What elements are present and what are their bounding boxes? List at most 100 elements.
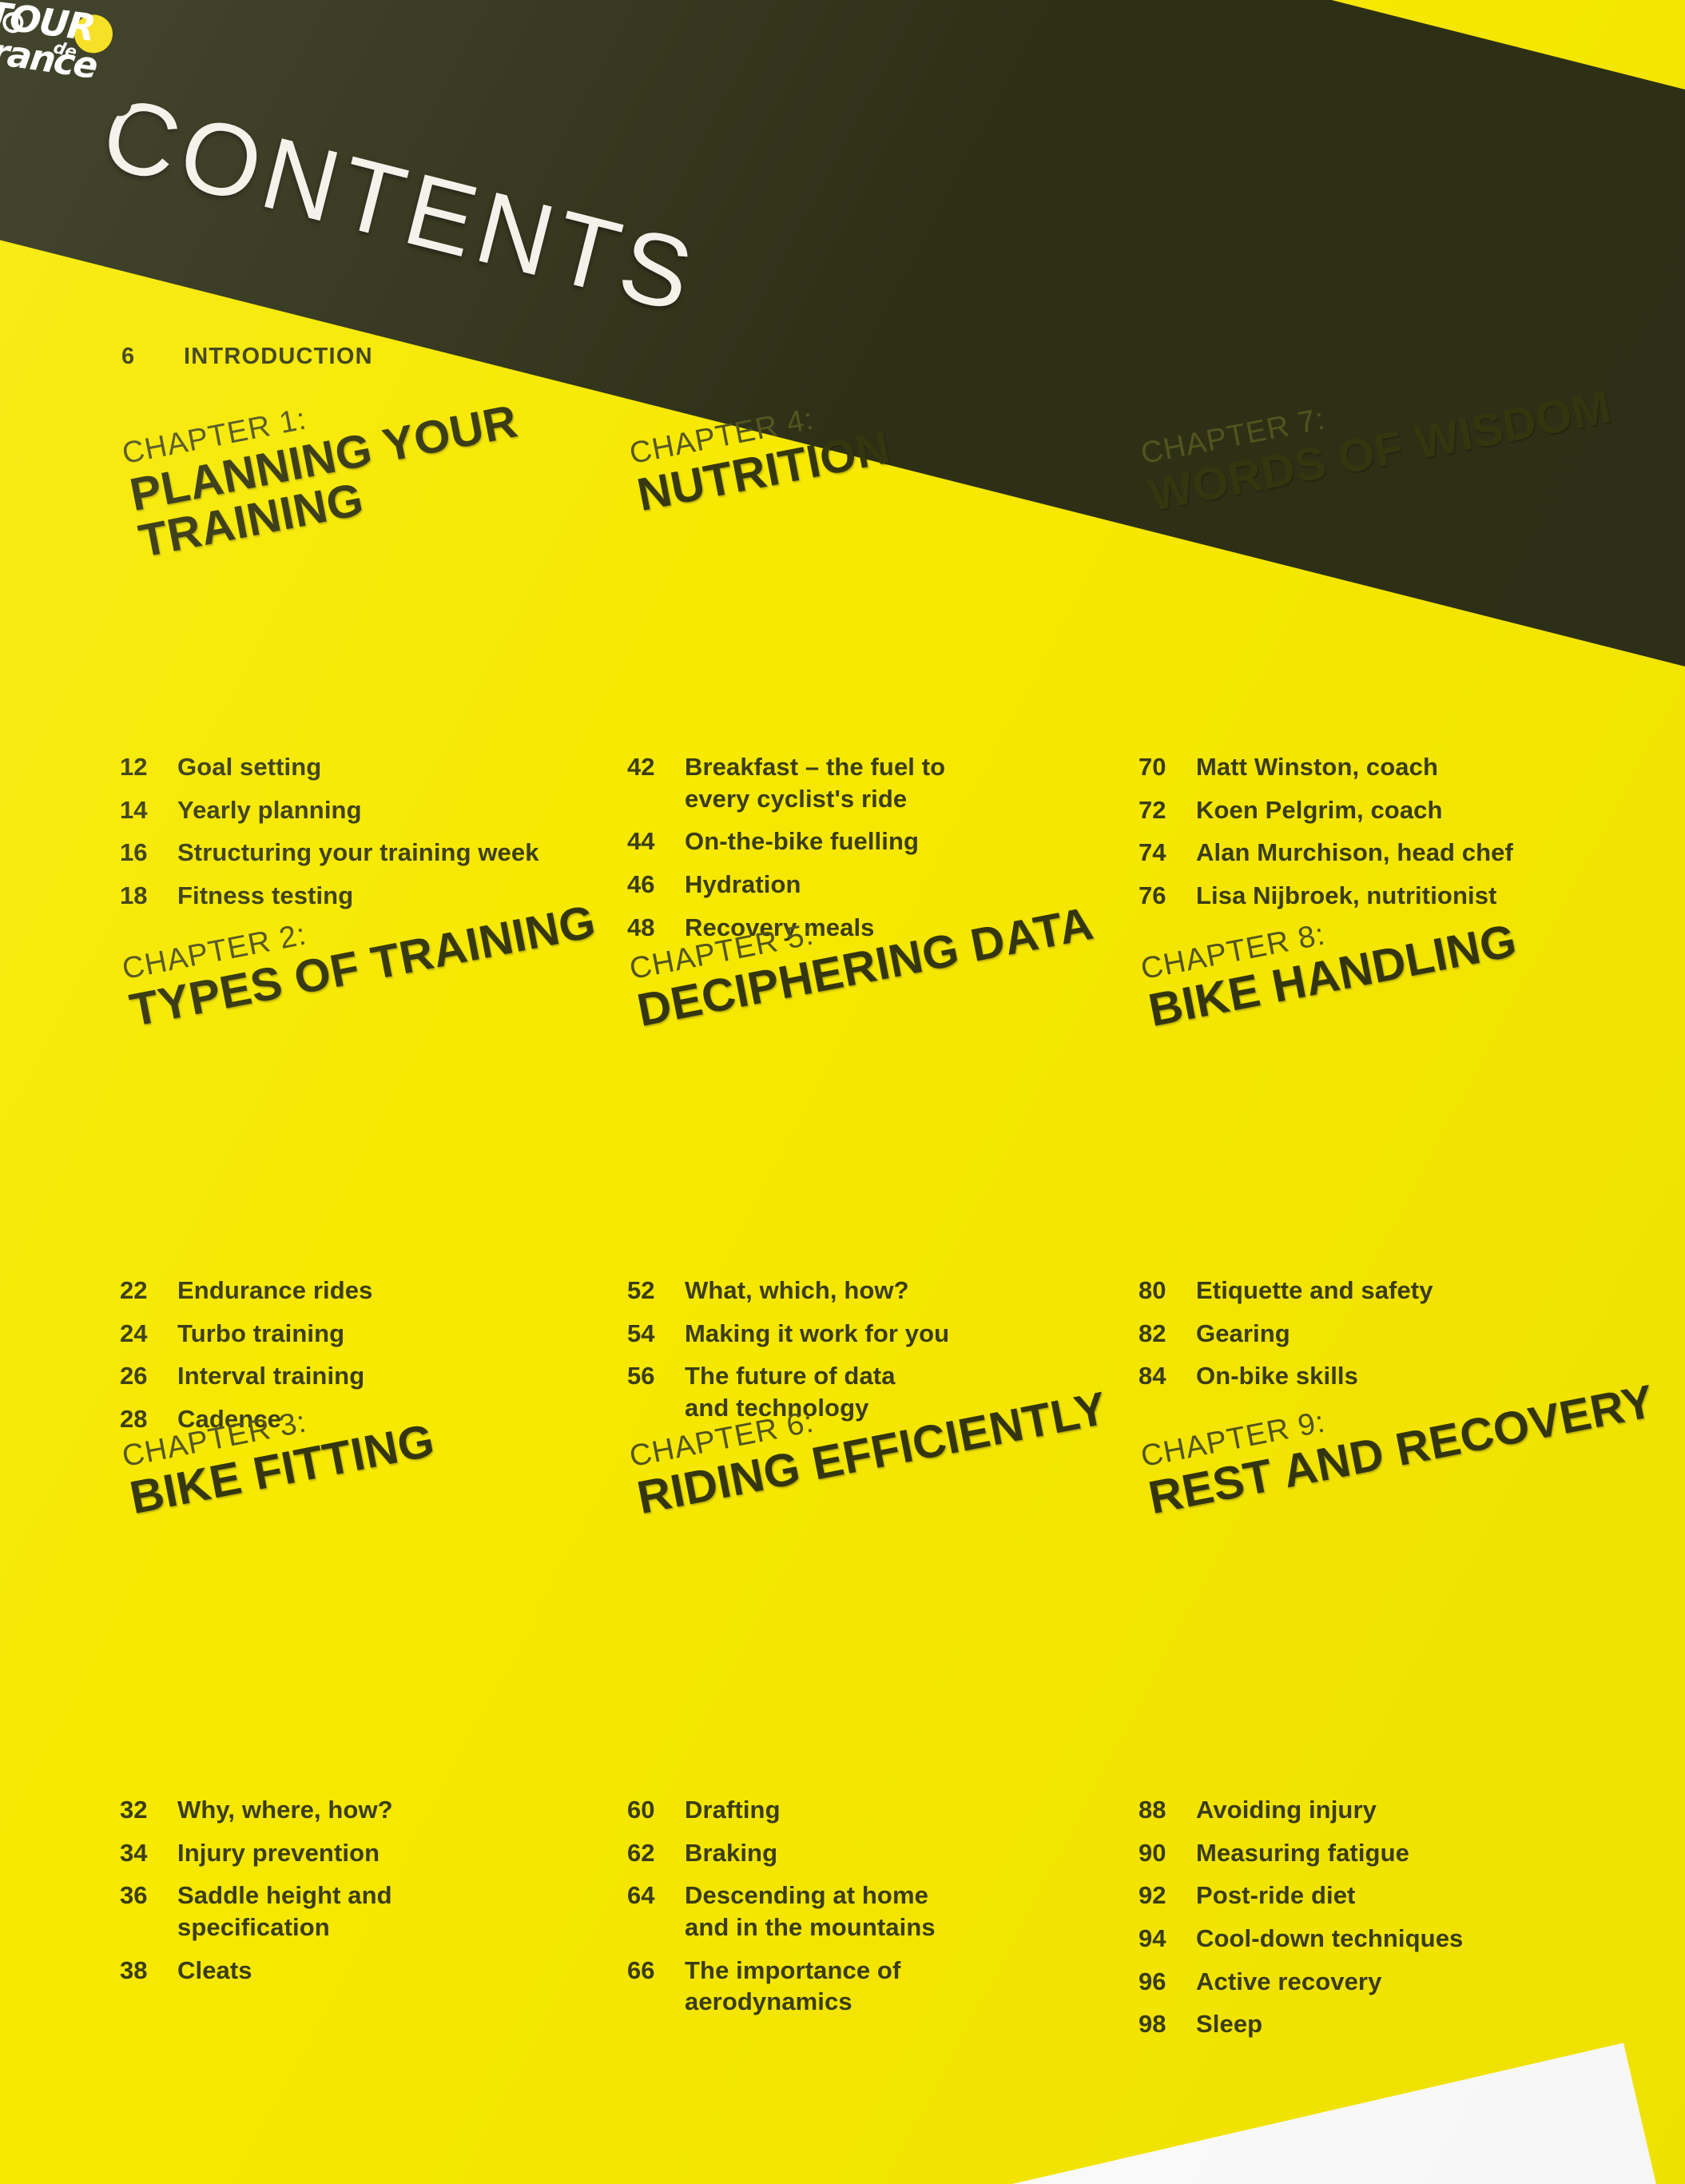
chapter-block: CHAPTER 4: NUTRITION 42 Breakfast – the fue… (627, 402, 1154, 941)
entry-page-number: 34 (120, 1838, 148, 1867)
toc-entry[interactable]: 28 Cadence (120, 1403, 679, 1435)
toc-entry[interactable]: 94 Cool-down techniques (1139, 1923, 1685, 1955)
toc-entry[interactable]: 74 Alan Murchison, head chef (1139, 837, 1685, 869)
entry-page-number: 38 (120, 1955, 148, 1984)
toc-entry[interactable]: 56 The future of data and technology (627, 1360, 1186, 1423)
toc-entry[interactable]: 70 Matt Winston, coach (1139, 751, 1685, 783)
toc-entry[interactable]: 46 Hydration (627, 869, 1186, 901)
entry-page-number: 26 (120, 1362, 148, 1390)
entry-title-line: The importance of (685, 1955, 901, 1984)
toc-entry[interactable]: 54 Making it work for you (627, 1318, 1186, 1350)
toc-entry[interactable]: 32 Why, where, how? (120, 1794, 679, 1826)
entry-title: The importance of aerodynamics (685, 1955, 900, 2018)
toc-entry[interactable]: 60 Drafting (627, 1794, 1186, 1826)
toc-entry[interactable]: 90 Measuring fatigue (1139, 1837, 1685, 1869)
toc-entry[interactable]: 38 Cleats (120, 1955, 679, 1987)
entry-page-number: 42 (627, 753, 655, 781)
toc-entry[interactable]: 98 Sleep (1139, 2008, 1685, 2040)
chapter-heading: CHAPTER 5: DECIPHERING DATA (627, 897, 1154, 1099)
toc-entry[interactable]: 64 Descending at home and in the mountains (627, 1880, 1186, 1943)
toc-entry[interactable]: 72 Koen Pelgrim, coach (1139, 794, 1685, 826)
toc-entry[interactable]: 62 Braking (627, 1837, 1186, 1869)
entry-title: Interval training (177, 1360, 364, 1392)
entry-title-line: Endurance rides (177, 1276, 373, 1304)
entry-page-number: 66 (627, 1955, 655, 1984)
entry-title: Matt Winston, coach (1196, 751, 1438, 783)
toc-entry[interactable]: 96 Active recovery (1139, 1966, 1685, 1998)
toc-entry[interactable]: 88 Avoiding injury (1139, 1794, 1685, 1826)
entry-title: Active recovery (1196, 1966, 1381, 1998)
toc-entry[interactable]: 80 Etiquette and safety (1139, 1275, 1685, 1307)
toc-entry[interactable]: 76 Lisa Nijbroek, nutritionist (1139, 880, 1685, 912)
entry-page-number: 52 (627, 1276, 655, 1304)
entry-title: Saddle height and specification (177, 1880, 392, 1943)
entry-title-line: Cadence (177, 1405, 281, 1434)
toc-entry[interactable]: 84 On-bike skills (1139, 1360, 1685, 1392)
chapter-heading: CHAPTER 7: WORDS OF WISDOM (1139, 380, 1666, 583)
toc-entry[interactable]: 12 Goal setting (120, 751, 679, 783)
toc-entry[interactable]: 44 On-the-bike fuelling (627, 825, 1186, 857)
entry-title: Descending at home and in the mountains (685, 1880, 936, 1943)
entry-title: Braking (685, 1837, 777, 1869)
entry-page-number: 92 (1139, 1881, 1166, 1910)
toc-entry[interactable]: 16 Structuring your training week (120, 837, 679, 869)
entry-title-line: Lisa Nijbroek, nutritionist (1196, 881, 1497, 910)
chapter-entry-list: 32 Why, where, how? 34 Injury prevention 36 S… (120, 1794, 679, 1997)
entry-title-line: On-the-bike fuelling (685, 827, 920, 856)
entry-title: Lisa Nijbroek, nutritionist (1196, 880, 1496, 912)
entry-page-number: 70 (1139, 753, 1166, 781)
entry-page-number: 32 (120, 1796, 148, 1824)
toc-entry[interactable]: 92 Post-ride diet (1139, 1880, 1685, 1911)
entry-title: Post-ride diet (1196, 1880, 1355, 1911)
entry-title-line: specification (177, 1913, 330, 1942)
chapter-heading: CHAPTER 2: TYPES OF TRAINING (120, 895, 647, 1099)
intro-label: INTRODUCTION (184, 344, 373, 369)
entry-title-line: Alan Murchison, head chef (1196, 838, 1513, 867)
toc-entry[interactable]: 52 What, which, how? (627, 1275, 1186, 1307)
entry-title: On-the-bike fuelling (685, 825, 919, 857)
toc-entry[interactable]: 26 Interval training (120, 1360, 679, 1392)
chapter-entry-list: 70 Matt Winston, coach 72 Koen Pelgrim, coa… (1139, 751, 1685, 923)
chapter-entry-list: 12 Goal setting 14 Yearly planning 16 Structu… (120, 751, 679, 923)
toc-entry[interactable]: 48 Recovery meals (627, 912, 1186, 944)
chapter-block: CHAPTER 7: WORDS OF WISDOM 70 Matt Winston,… (1139, 380, 1666, 909)
toc-entry[interactable]: 24 Turbo training (120, 1318, 679, 1350)
entry-title-line: Interval training (177, 1362, 365, 1390)
entry-title: Measuring fatigue (1196, 1837, 1409, 1869)
toc-entry[interactable]: 18 Fitness testing (120, 880, 679, 912)
entry-page-number: 56 (627, 1362, 655, 1390)
entry-title-line: Why, where, how? (177, 1796, 393, 1824)
entry-title-line: Making it work for you (685, 1319, 950, 1347)
entry-page-number: 94 (1139, 1924, 1166, 1953)
entry-title-line: Sleep (1196, 2010, 1263, 2039)
toc-entry[interactable]: 82 Gearing (1139, 1318, 1685, 1350)
entry-title: Endurance rides (177, 1275, 372, 1307)
entry-title: Drafting (685, 1794, 781, 1826)
entry-title-line: What, which, how? (685, 1276, 909, 1304)
entry-page-number: 46 (627, 870, 655, 899)
toc-entry[interactable]: 42 Breakfast – the fuel to every cyclist's… (627, 751, 1186, 814)
intro-row[interactable]: 6 INTRODUCTION (121, 344, 373, 370)
chapter-entry-list: 80 Etiquette and safety 82 Gearing 84 On-bike… (1139, 1275, 1685, 1403)
toc-entry[interactable]: 22 Endurance rides (120, 1275, 679, 1307)
entry-title-line: Gearing (1196, 1319, 1290, 1347)
entry-title: Why, where, how? (177, 1794, 393, 1826)
entry-page-number: 18 (120, 881, 148, 910)
toc-entry[interactable]: 14 Yearly planning (120, 794, 679, 826)
toc-entry[interactable]: 34 Injury prevention (120, 1837, 679, 1869)
entry-title-line: Etiquette and safety (1196, 1276, 1433, 1304)
entry-title: Cleats (177, 1955, 252, 1987)
toc-entry[interactable]: 66 The importance of aerodynamics (627, 1955, 1186, 2018)
entry-page-number: 44 (627, 827, 655, 856)
entry-title-line: The future of data (685, 1362, 896, 1390)
entry-title: The future of data and technology (685, 1360, 896, 1423)
toc-entry[interactable]: 36 Saddle height and specification (120, 1880, 679, 1943)
entry-page-number: 80 (1139, 1276, 1166, 1304)
chapter-heading-rotated: CHAPTER 7: WORDS OF WISDOM (1139, 350, 1615, 521)
entry-page-number: 88 (1139, 1796, 1166, 1824)
entry-page-number: 48 (627, 913, 655, 941)
entry-title: On-bike skills (1196, 1360, 1358, 1392)
chapter-block: CHAPTER 9: REST AND RECOVERY 88 Avoiding in… (1139, 1375, 1666, 2039)
